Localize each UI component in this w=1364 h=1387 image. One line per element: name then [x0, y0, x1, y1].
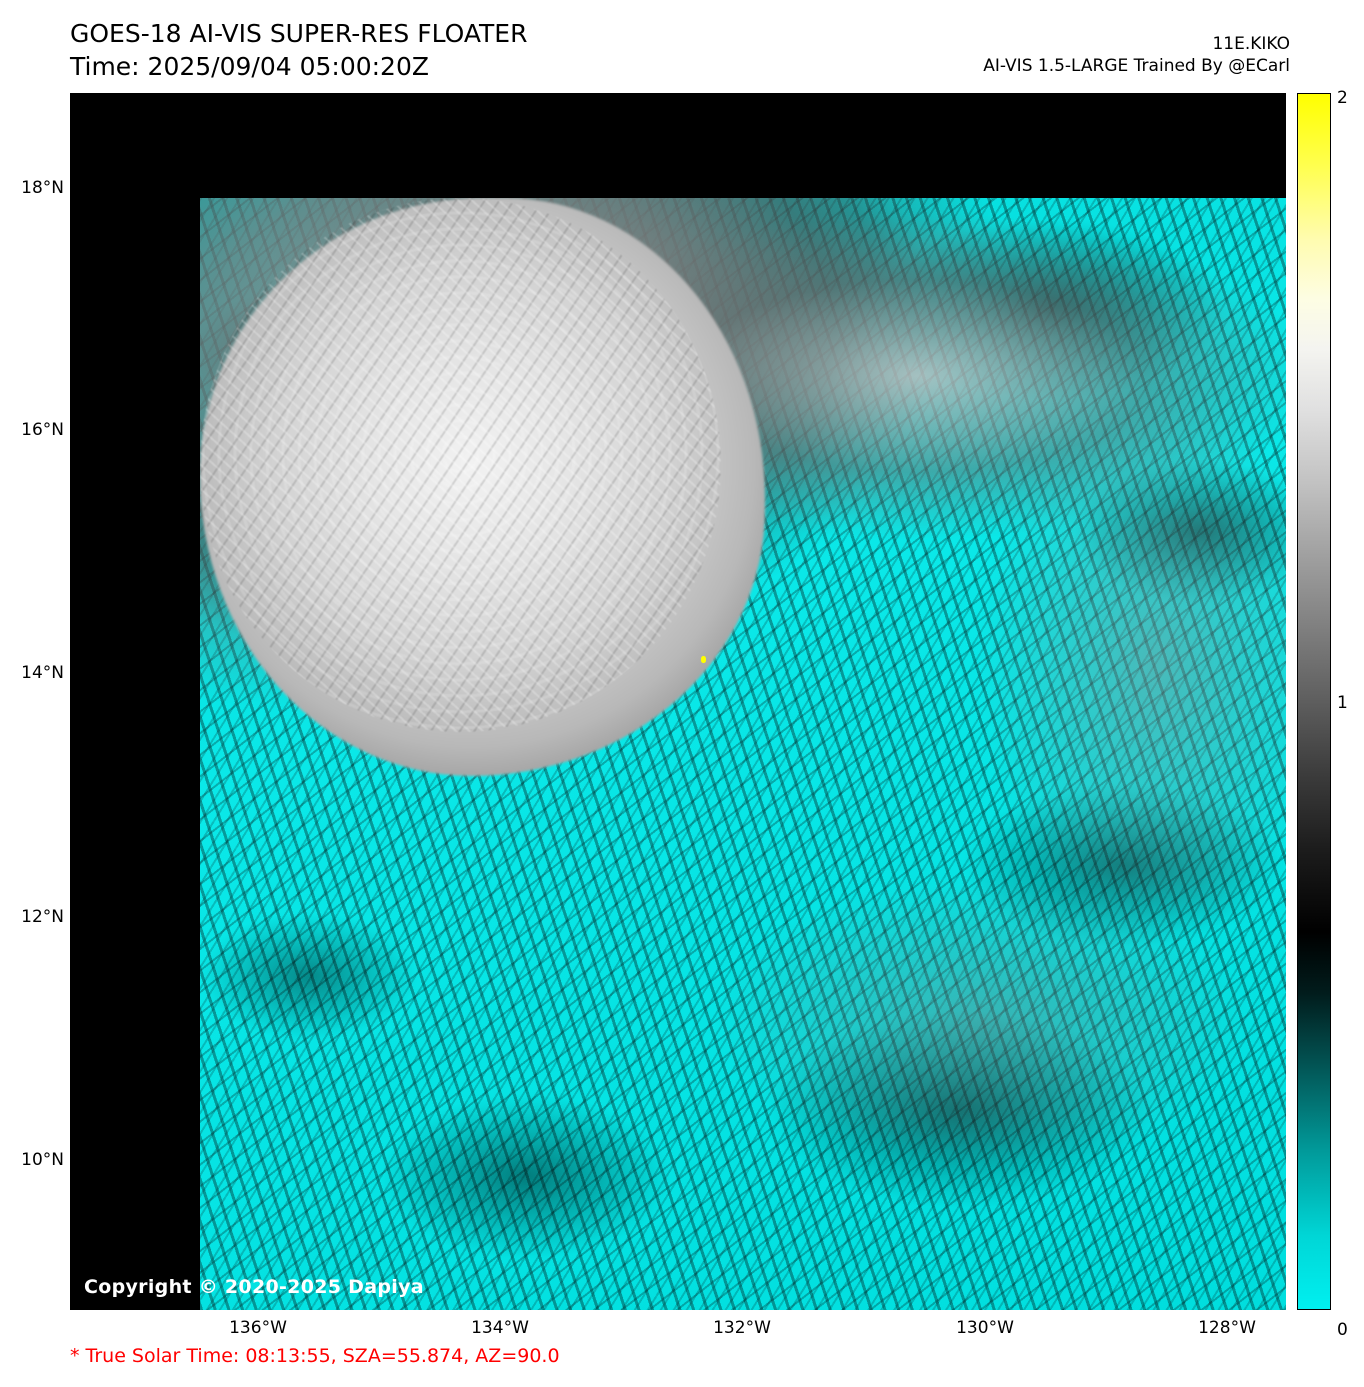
page-title: GOES-18 AI-VIS SUPER-RES FLOATER — [70, 19, 528, 48]
header-meta-block: 11E.KIKO AI-VIS 1.5-LARGE Trained By @EC… — [983, 33, 1290, 78]
lat-tick-14n: 14°N — [21, 663, 64, 683]
central-dense-overcast — [200, 198, 765, 777]
copyright-overlay: Copyright © 2020-2025 Dapiya — [84, 1276, 424, 1298]
colorbar-tick-2: 2 — [1337, 88, 1348, 108]
true-solar-time-note: * True Solar Time: 08:13:55, SZA=55.874,… — [70, 1345, 560, 1367]
model-credit-label: AI-VIS 1.5-LARGE Trained By @ECarl — [983, 56, 1290, 77]
satellite-image — [200, 198, 1286, 1310]
colorbar-tick-1: 1 — [1337, 693, 1348, 713]
overshooting-tops-cluster — [200, 198, 417, 376]
lat-tick-12n: 12°N — [21, 907, 64, 927]
convective-texture-layer — [200, 198, 722, 732]
lat-tick-18n: 18°N — [21, 178, 64, 198]
header-title-block: GOES-18 AI-VIS SUPER-RES FLOATER Time: 2… — [70, 18, 527, 83]
lat-tick-16n: 16°N — [21, 420, 64, 440]
lat-tick-10n: 10°N — [21, 1150, 64, 1170]
lon-tick-132w: 132°W — [713, 1318, 771, 1338]
storm-id-label: 11E.KIKO — [1212, 34, 1290, 54]
satellite-plot-frame: Copyright © 2020-2025 Dapiya — [70, 93, 1286, 1310]
colorbar — [1297, 93, 1331, 1310]
lon-tick-136w: 136°W — [229, 1318, 287, 1338]
overshooting-top-pixel — [700, 656, 706, 664]
lon-tick-134w: 134°W — [471, 1318, 529, 1338]
colorbar-tick-0: 0 — [1337, 1320, 1348, 1340]
lon-tick-128w: 128°W — [1198, 1318, 1256, 1338]
lon-tick-130w: 130°W — [956, 1318, 1014, 1338]
observation-time: Time: 2025/09/04 05:00:20Z — [70, 51, 429, 81]
